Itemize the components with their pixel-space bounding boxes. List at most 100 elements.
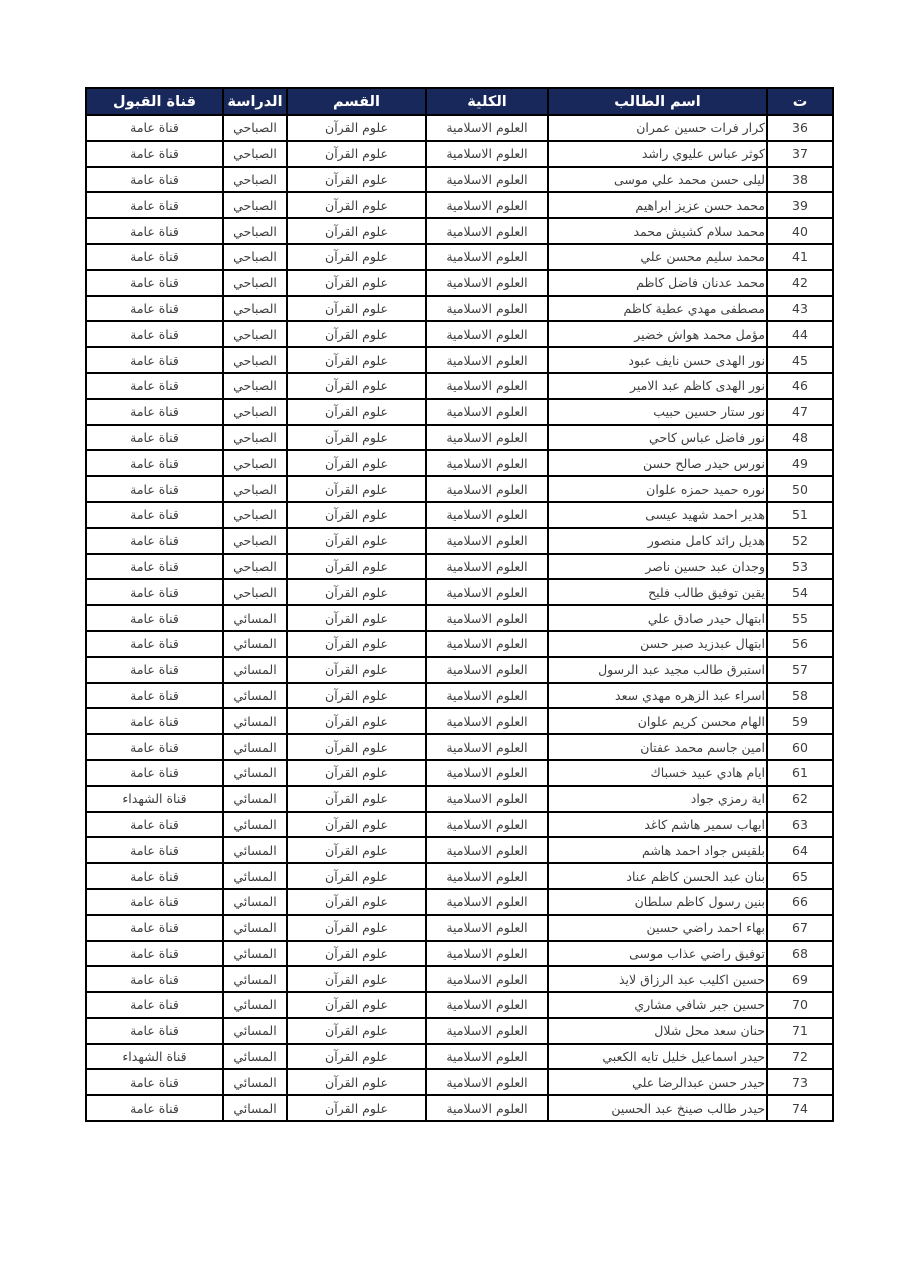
cell-no: 60 bbox=[766, 733, 834, 761]
cell-study: المسائي bbox=[222, 991, 288, 1019]
cell-department: علوم القرآن bbox=[286, 371, 427, 400]
cell-study: الصباحي bbox=[222, 320, 288, 349]
cell-college: العلوم الاسلامية bbox=[425, 114, 549, 142]
table-row: 47 نور ستار حسين حبيب العلوم الاسلامية علوم… bbox=[85, 397, 834, 426]
cell-study: المسائي bbox=[222, 939, 288, 968]
cell-name: بنان عبد الحسن كاظم عناد bbox=[547, 862, 768, 890]
cell-name: كوثر عباس عليوي راشد bbox=[547, 139, 768, 168]
cell-study: الصباحي bbox=[222, 268, 288, 297]
table-row: 45 نور الهدى حسن نايف عبود العلوم الاسلامي… bbox=[85, 346, 834, 374]
cell-channel: قناة عامة bbox=[85, 346, 224, 374]
cell-name: هدير احمد شهيد عيسى bbox=[547, 500, 768, 529]
table-row: 56 ابتهال عبدزيد صبر حسن العلوم الاسلامية ع… bbox=[85, 629, 834, 658]
cell-name: نور الهدى حسن نايف عبود bbox=[547, 346, 768, 374]
cell-study: المسائي bbox=[222, 1042, 288, 1071]
table-row: 73 حيدر حسن عبدالرضا علي العلوم الاسلامية ع… bbox=[85, 1068, 834, 1097]
cell-department: علوم القرآن bbox=[286, 681, 427, 710]
cell-no: 57 bbox=[766, 655, 834, 684]
cell-college: العلوم الاسلامية bbox=[425, 1016, 549, 1045]
cell-college: العلوم الاسلامية bbox=[425, 991, 549, 1019]
cell-college: العلوم الاسلامية bbox=[425, 629, 549, 658]
cell-no: 50 bbox=[766, 475, 834, 503]
cell-college: العلوم الاسلامية bbox=[425, 784, 549, 813]
cell-study: الصباحي bbox=[222, 526, 288, 555]
table-row: 58 اسراء عبد الزهره مهدي سعد العلوم الاسلا… bbox=[85, 681, 834, 710]
table-row: 38 ليلى حسن محمد علي موسى العلوم الاسلامية… bbox=[85, 165, 834, 194]
cell-college: العلوم الاسلامية bbox=[425, 707, 549, 736]
cell-no: 45 bbox=[766, 346, 834, 374]
cell-channel: قناة الشهداء bbox=[85, 784, 224, 813]
cell-no: 69 bbox=[766, 965, 834, 994]
table-row: 68 توفيق راضي عذاب موسى العلوم الاسلامية عل… bbox=[85, 939, 834, 968]
cell-name: مصطفى مهدي عطية كاظم bbox=[547, 294, 768, 323]
cell-department: علوم القرآن bbox=[286, 939, 427, 968]
cell-college: العلوم الاسلامية bbox=[425, 191, 549, 220]
cell-name: بلقيس جواد احمد هاشم bbox=[547, 836, 768, 865]
cell-channel: قناة عامة bbox=[85, 1068, 224, 1097]
cell-channel: قناة عامة bbox=[85, 991, 224, 1019]
cell-name: حيدر اسماعيل خليل تايه الكعبي bbox=[547, 1042, 768, 1071]
cell-no: 74 bbox=[766, 1094, 834, 1123]
cell-no: 56 bbox=[766, 629, 834, 658]
table-row: 41 محمد سليم محسن علي العلوم الاسلامية علوم… bbox=[85, 242, 834, 271]
cell-study: المسائي bbox=[222, 784, 288, 813]
cell-no: 63 bbox=[766, 810, 834, 839]
cell-name: مؤمل محمد هواش خضير bbox=[547, 320, 768, 349]
cell-college: العلوم الاسلامية bbox=[425, 578, 549, 607]
cell-channel: قناة عامة bbox=[85, 371, 224, 400]
cell-name: ابتهال حيدر صادق علي bbox=[547, 604, 768, 632]
cell-channel: قناة عامة bbox=[85, 578, 224, 607]
cell-name: امين جاسم محمد عفتان bbox=[547, 733, 768, 761]
cell-study: المسائي bbox=[222, 604, 288, 632]
cell-channel: قناة عامة bbox=[85, 449, 224, 478]
cell-college: العلوم الاسلامية bbox=[425, 604, 549, 632]
table-row: 46 نور الهدى كاظم عبد الامير العلوم الاسلا… bbox=[85, 371, 834, 400]
cell-study: الصباحي bbox=[222, 294, 288, 323]
cell-channel: قناة عامة bbox=[85, 191, 224, 220]
cell-department: علوم القرآن bbox=[286, 707, 427, 736]
cell-channel: قناة عامة bbox=[85, 114, 224, 142]
cell-department: علوم القرآن bbox=[286, 1094, 427, 1123]
cell-study: الصباحي bbox=[222, 114, 288, 142]
cell-name: محمد حسن عزيز ابراهيم bbox=[547, 191, 768, 220]
table-row: 59 الهام محسن كريم علوان العلوم الاسلامية ع… bbox=[85, 707, 834, 736]
column-header-college: الكلية bbox=[425, 87, 549, 116]
cell-channel: قناة عامة bbox=[85, 733, 224, 761]
cell-channel: قناة عامة bbox=[85, 836, 224, 865]
cell-study: المسائي bbox=[222, 810, 288, 839]
cell-name: يقين توفيق طالب فليح bbox=[547, 578, 768, 607]
cell-name: بنين رسول كاظم سلطان bbox=[547, 887, 768, 916]
cell-department: علوم القرآن bbox=[286, 887, 427, 916]
cell-study: الصباحي bbox=[222, 449, 288, 478]
cell-no: 42 bbox=[766, 268, 834, 297]
cell-college: العلوم الاسلامية bbox=[425, 965, 549, 994]
cell-channel: قناة عامة bbox=[85, 629, 224, 658]
column-header-admission-channel: قناة القبول bbox=[85, 87, 224, 116]
cell-channel: قناة عامة bbox=[85, 139, 224, 168]
header-row: ت اسم الطالب الكلية القسم الدراسة قناة ا… bbox=[85, 87, 834, 116]
cell-department: علوم القرآن bbox=[286, 500, 427, 529]
students-table: ت اسم الطالب الكلية القسم الدراسة قناة ا… bbox=[85, 87, 834, 1123]
cell-name: بهاء احمد راضي حسين bbox=[547, 913, 768, 942]
cell-college: العلوم الاسلامية bbox=[425, 242, 549, 271]
cell-no: 48 bbox=[766, 423, 834, 452]
cell-study: الصباحي bbox=[222, 371, 288, 400]
cell-name: كرار فرات حسين عمران bbox=[547, 114, 768, 142]
cell-study: الصباحي bbox=[222, 346, 288, 374]
cell-department: علوم القرآن bbox=[286, 475, 427, 503]
cell-college: العلوم الاسلامية bbox=[425, 449, 549, 478]
table-row: 63 ايهاب سمير هاشم كاغد العلوم الاسلامية عل… bbox=[85, 810, 834, 839]
cell-channel: قناة عامة bbox=[85, 397, 224, 426]
cell-department: علوم القرآن bbox=[286, 165, 427, 194]
cell-study: المسائي bbox=[222, 836, 288, 865]
cell-name: نورس حيدر صالح حسن bbox=[547, 449, 768, 478]
cell-college: العلوم الاسلامية bbox=[425, 836, 549, 865]
cell-college: العلوم الاسلامية bbox=[425, 320, 549, 349]
cell-channel: قناة عامة bbox=[85, 165, 224, 194]
cell-no: 53 bbox=[766, 552, 834, 581]
cell-no: 73 bbox=[766, 1068, 834, 1097]
cell-college: العلوم الاسلامية bbox=[425, 810, 549, 839]
cell-department: علوم القرآن bbox=[286, 268, 427, 297]
table-row: 42 محمد عدنان فاضل كاظم العلوم الاسلامية عل… bbox=[85, 268, 834, 297]
